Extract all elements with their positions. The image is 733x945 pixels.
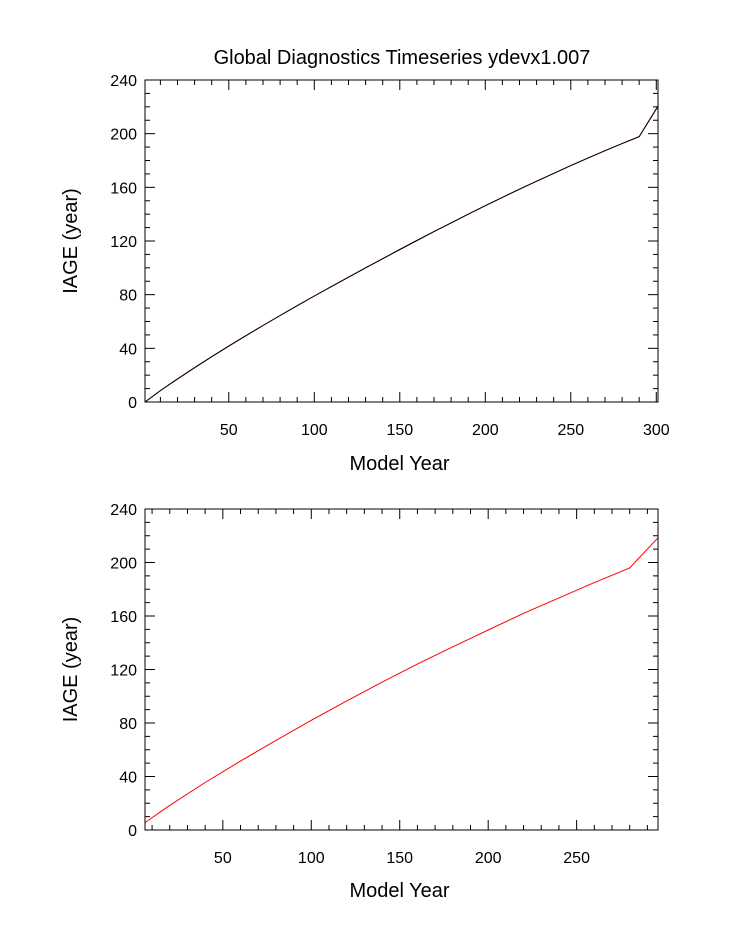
x-tick-label: 150	[386, 850, 413, 867]
x-axis-title: Model Year	[349, 880, 449, 902]
y-tick-label: 200	[110, 127, 137, 144]
y-tick-label: 40	[119, 770, 137, 787]
y-tick-label: 120	[110, 234, 137, 251]
y-tick-label: 40	[119, 341, 137, 358]
top-timeseries-panel: 0 40 80 120 160 200 240 50 100 150 200 250 300 Model …	[60, 73, 670, 475]
x-tick-label: 200	[475, 850, 502, 867]
y-tick-label: 160	[110, 609, 137, 626]
x-tick-label: 50	[220, 422, 238, 439]
series-line-2	[144, 105, 659, 403]
plot-frame	[144, 508, 659, 831]
y-tick-label: 120	[110, 663, 137, 680]
y-tick-label: 0	[128, 395, 137, 412]
series-line-1	[144, 105, 659, 403]
x-axis-title: Model Year	[349, 453, 449, 475]
y-tick-label: 240	[110, 502, 137, 519]
x-tick-label: 150	[386, 422, 413, 439]
bottom-timeseries-panel: 0 40 80 120 160 200 240 50 100 150 200 250 Model Yea…	[60, 502, 659, 902]
y-axis-title: IAGE (year)	[60, 617, 82, 723]
y-tick-label: 240	[110, 73, 137, 90]
plot-frame	[144, 79, 659, 403]
x-tick-label: 50	[214, 850, 232, 867]
y-tick-label: 0	[128, 823, 137, 840]
x-tick-label: 300	[643, 422, 670, 439]
figure-title: Global Diagnostics Timeseries ydevx1.007	[214, 47, 591, 69]
x-tick-label: 250	[557, 422, 584, 439]
y-tick-label: 80	[119, 716, 137, 733]
x-tick-label: 200	[472, 422, 499, 439]
x-tick-label: 250	[563, 850, 590, 867]
series-line-1	[144, 537, 659, 824]
x-tick-label: 100	[301, 422, 328, 439]
x-tick-label: 100	[298, 850, 325, 867]
y-tick-label: 160	[110, 180, 137, 197]
y-tick-label: 200	[110, 556, 137, 573]
y-tick-label: 80	[119, 288, 137, 305]
y-axis-title: IAGE (year)	[60, 188, 82, 294]
